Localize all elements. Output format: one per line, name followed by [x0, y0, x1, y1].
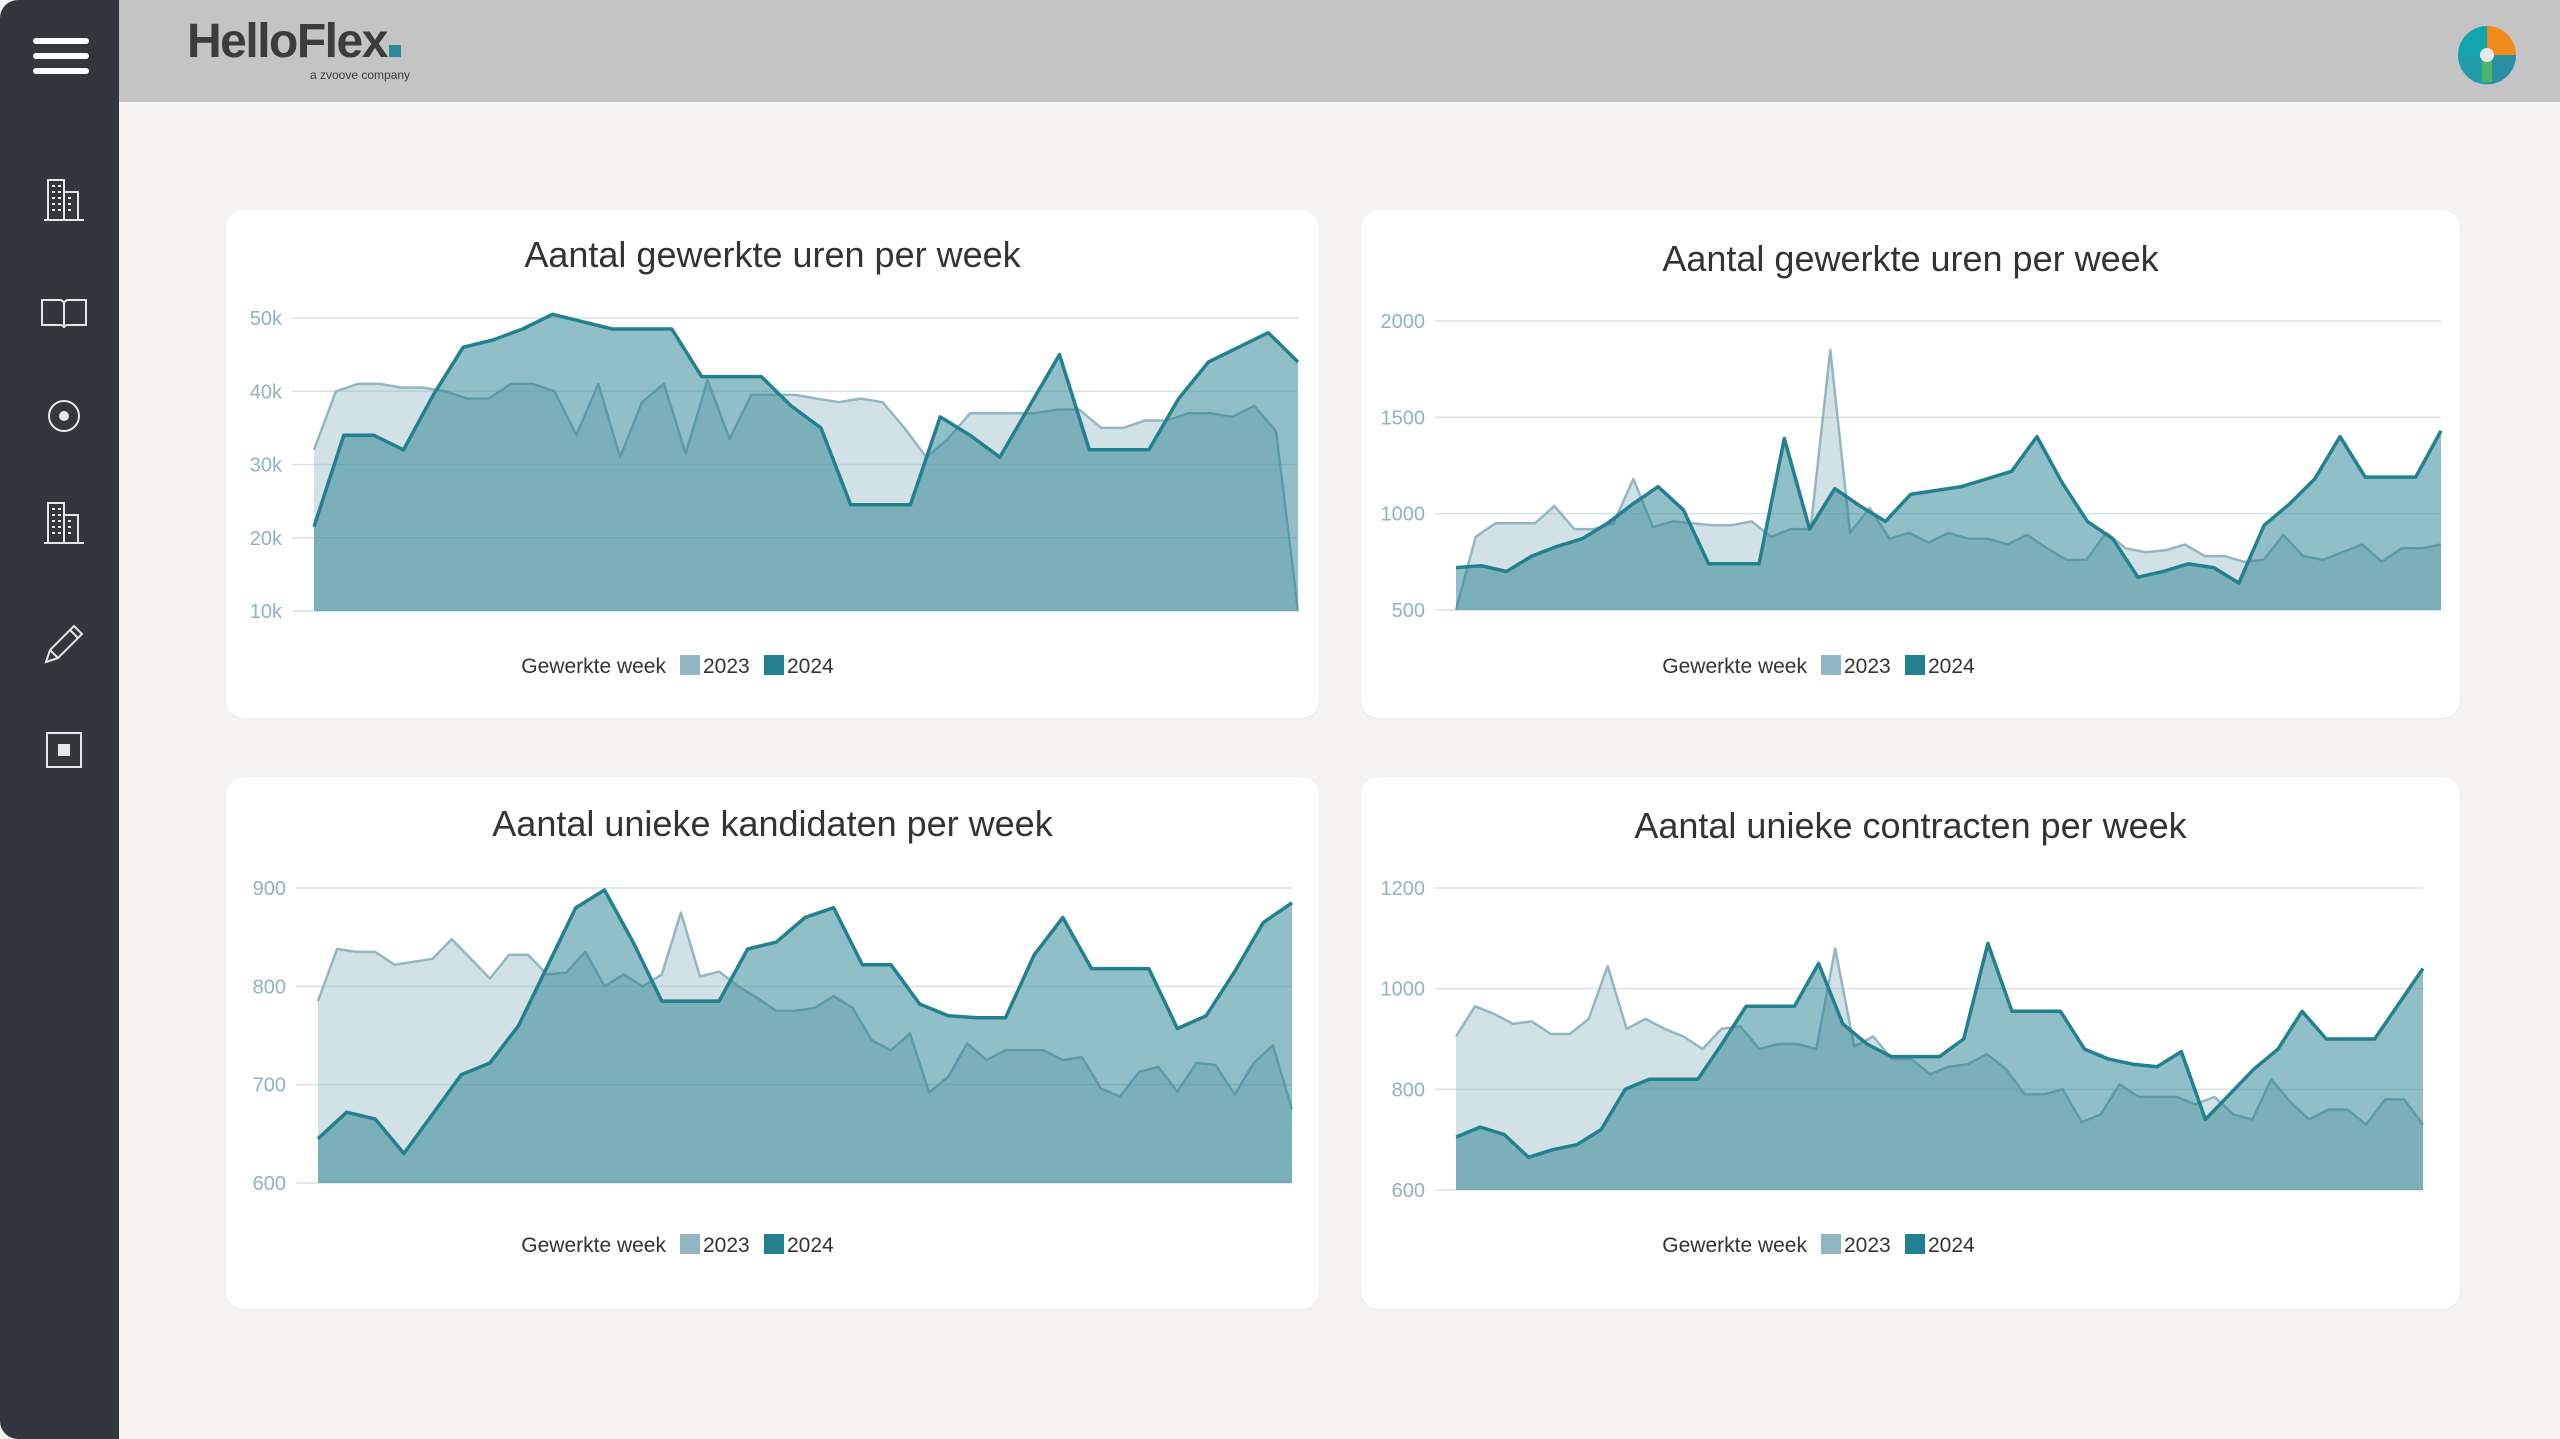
x-axis-label: Gewerkte week	[1662, 655, 1807, 678]
y-tick-label: 1000	[1381, 504, 1426, 526]
chart-legend: Gewerkte week 2023 2024	[1662, 1234, 1975, 1257]
chart-svg: 500 1000 1500 2000 Gewerkte week 2023 2024	[1381, 311, 2443, 678]
series-area-2024	[1456, 943, 2423, 1190]
series-line-2024	[1455, 429, 2443, 585]
chart-legend: Gewerkte week 2023 2024	[521, 1234, 834, 1257]
y-tick-label: 20k	[250, 528, 283, 550]
legend-swatch-2024[interactable]	[1905, 655, 1925, 675]
legend-label-2024[interactable]: 2024	[1928, 655, 1975, 678]
chart-svg: 10k 20k 30k 40k 50k Gewerkte week 2023 2024	[250, 308, 1300, 678]
top-bar	[119, 0, 2560, 102]
legend-swatch-2023[interactable]	[680, 655, 700, 675]
chart-card: Aantal gewerkte uren per week 500 1000 150…	[1361, 210, 2460, 718]
x-axis-label: Gewerkte week	[521, 1234, 666, 1257]
legend-swatch-2024[interactable]	[764, 655, 784, 675]
chart-title: Aantal unieke kandidaten per week	[492, 803, 1053, 844]
chart-svg: 600 800 1000 1200 Gewerkte week 2023 2024	[1381, 878, 2425, 1257]
y-tick-label: 1500	[1381, 407, 1426, 429]
book-icon[interactable]	[38, 288, 90, 340]
y-tick-label: 2000	[1381, 311, 1426, 333]
chart-card: Aantal gewerkte uren per week 10k 20k 30k 4…	[226, 210, 1319, 718]
legend-label-2023[interactable]: 2023	[1844, 655, 1891, 678]
chart-title: Aantal gewerkte uren per week	[524, 234, 1021, 275]
series-area-2024	[318, 890, 1292, 1183]
avatar[interactable]	[2456, 24, 2518, 86]
y-tick-label: 50k	[250, 308, 283, 330]
legend-label-2023[interactable]: 2023	[703, 655, 750, 678]
y-tick-label: 600	[253, 1173, 286, 1195]
y-tick-label: 900	[253, 878, 286, 900]
series-line-2024	[316, 888, 1293, 1156]
legend-label-2024[interactable]: 2024	[1928, 1234, 1975, 1257]
chart-legend: Gewerkte week 2023 2024	[521, 655, 834, 678]
series-area-2023	[1456, 349, 2441, 610]
y-tick-label: 600	[1392, 1180, 1425, 1202]
y-tick-label: 700	[253, 1075, 286, 1097]
legend-label-2024[interactable]: 2024	[787, 1234, 834, 1257]
pencil-icon[interactable]	[38, 618, 90, 670]
chart-svg: 600 700 800 900 Gewerkte week 2023 2024	[253, 878, 1294, 1257]
legend-swatch-2023[interactable]	[1821, 1234, 1841, 1254]
logo-text: HelloFlex	[187, 15, 388, 68]
target-icon[interactable]	[38, 390, 90, 442]
legend-label-2023[interactable]: 2023	[703, 1234, 750, 1257]
x-axis-label: Gewerkte week	[1662, 1234, 1807, 1257]
y-tick-label: 500	[1392, 600, 1425, 622]
series-area-2024	[314, 314, 1298, 611]
legend-swatch-2023[interactable]	[1821, 655, 1841, 675]
y-tick-label: 800	[253, 976, 286, 998]
legend-label-2024[interactable]: 2024	[787, 655, 834, 678]
logo-tagline: a zvoove company	[310, 68, 411, 82]
series-line-2024	[312, 312, 1300, 528]
chart-card: Aantal unieke kandidaten per week 600 700…	[226, 777, 1319, 1309]
y-tick-label: 30k	[250, 455, 283, 477]
y-tick-label: 40k	[250, 381, 283, 403]
menu-icon[interactable]	[33, 38, 89, 76]
logo[interactable]: HelloFlex a zvoove company	[187, 16, 427, 86]
x-axis-label: Gewerkte week	[521, 655, 666, 678]
chart-legend: Gewerkte week 2023 2024	[1662, 655, 1975, 678]
legend-swatch-2024[interactable]	[1905, 1234, 1925, 1254]
y-tick-label: 800	[1392, 1079, 1425, 1101]
chart-title: Aantal unieke contracten per week	[1634, 805, 2187, 846]
building-icon[interactable]	[38, 174, 90, 226]
legend-label-2023[interactable]: 2023	[1844, 1234, 1891, 1257]
legend-swatch-2024[interactable]	[764, 1234, 784, 1254]
series-area-2024	[1456, 430, 2441, 610]
legend-swatch-2023[interactable]	[680, 1234, 700, 1254]
y-tick-label: 1000	[1381, 979, 1426, 1001]
y-tick-label: 1200	[1381, 878, 1426, 900]
series-line-2024	[1455, 941, 2425, 1160]
sidebar	[0, 0, 119, 1439]
y-tick-label: 10k	[250, 601, 283, 623]
building-icon[interactable]	[38, 497, 90, 549]
chart-card: Aantal unieke contracten per week 600 800…	[1361, 777, 2460, 1309]
square-icon[interactable]	[38, 724, 90, 776]
chart-title: Aantal gewerkte uren per week	[1662, 238, 2159, 279]
